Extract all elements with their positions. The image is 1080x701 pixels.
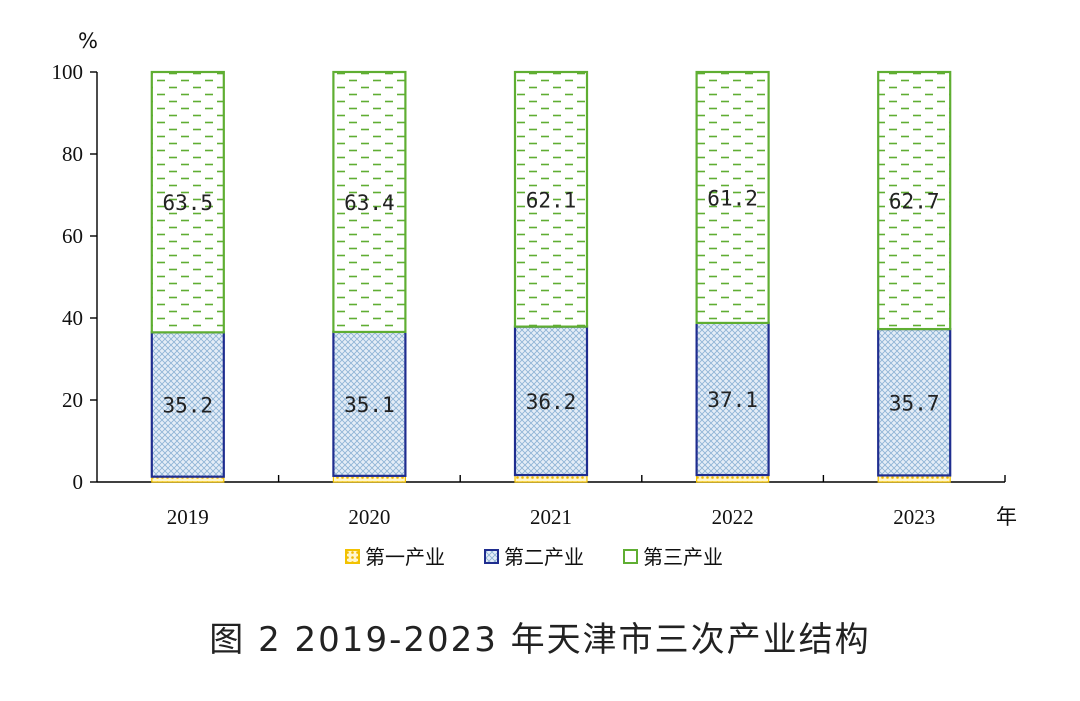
bar-tertiary-2020 bbox=[332, 70, 407, 334]
legend: 第一产业 第二产业 第三产业 bbox=[345, 545, 723, 569]
figure-caption: 图 2 2019-2023 年天津市三次产业结构 bbox=[209, 620, 871, 660]
x-tick-label: 2020 bbox=[348, 505, 390, 529]
legend-swatch-primary bbox=[345, 549, 360, 564]
x-tick-label: 2023 bbox=[893, 505, 935, 529]
bar-tertiary-2019 bbox=[150, 70, 225, 334]
stacked-bar-chart: 0 20 40 60 80 100% 年 2019 2020 2021 2022 2023 35.2 6… bbox=[52, 29, 1018, 569]
data-label-tertiary-2022: 61.2 bbox=[707, 186, 758, 210]
x-tick-label: 2022 bbox=[712, 505, 754, 529]
y-tick-label: 20 bbox=[62, 388, 83, 412]
y-tick-label: 100 bbox=[52, 60, 84, 84]
y-tick-label: 0 bbox=[73, 470, 84, 494]
legend-label-secondary: 第二产业 bbox=[504, 545, 584, 569]
y-tick-label: 60 bbox=[62, 224, 83, 248]
y-tick-label: 40 bbox=[62, 306, 83, 330]
bar-secondary-2021 bbox=[513, 325, 589, 477]
data-label-secondary-2022: 37.1 bbox=[707, 388, 758, 412]
axes: 0 20 40 60 80 100% 年 2019 2020 2021 2022 2023 bbox=[52, 29, 1018, 529]
y-tick-label: 80 bbox=[62, 142, 83, 166]
bars bbox=[150, 70, 952, 483]
data-label-secondary-2019: 35.2 bbox=[163, 394, 214, 418]
data-label-tertiary-2021: 62.1 bbox=[526, 188, 577, 212]
data-label-secondary-2021: 36.2 bbox=[526, 390, 577, 414]
data-label-tertiary-2023: 62.7 bbox=[889, 190, 940, 214]
y-unit-label: % bbox=[78, 29, 98, 53]
bar-secondary-2022 bbox=[695, 321, 770, 477]
legend-label-primary: 第一产业 bbox=[365, 545, 445, 569]
legend-swatch-tertiary bbox=[623, 549, 638, 564]
data-label-secondary-2020: 35.1 bbox=[344, 393, 395, 417]
data-label-secondary-2023: 35.7 bbox=[889, 391, 940, 415]
bar-secondary-2020 bbox=[332, 330, 407, 477]
data-labels: 35.2 63.5 35.1 63.4 36.2 62.1 37.1 61.2 35.7 62.7 bbox=[163, 186, 940, 417]
legend-swatch-secondary bbox=[484, 549, 499, 564]
bar-tertiary-2021 bbox=[513, 70, 589, 328]
data-label-tertiary-2020: 63.4 bbox=[344, 191, 395, 215]
bar-tertiary-2022 bbox=[695, 70, 770, 325]
legend-label-tertiary: 第三产业 bbox=[643, 545, 723, 569]
x-tick-label: 2021 bbox=[530, 505, 572, 529]
bar-secondary-2023 bbox=[877, 327, 952, 477]
bar-tertiary-2023 bbox=[877, 70, 952, 331]
x-tick-label: 2019 bbox=[167, 505, 209, 529]
x-unit-label: 年 bbox=[996, 505, 1017, 529]
data-label-tertiary-2019: 63.5 bbox=[163, 191, 214, 215]
